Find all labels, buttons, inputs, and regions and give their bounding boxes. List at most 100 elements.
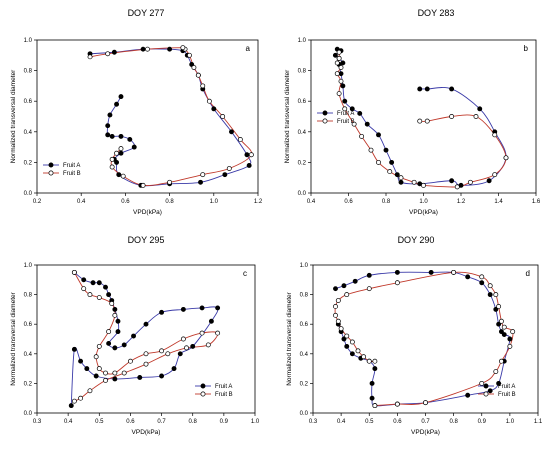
data-point-fruit-b xyxy=(103,377,108,383)
data-point-fruit-a xyxy=(105,132,111,138)
data-point-fruit-a xyxy=(340,83,346,89)
data-point-fruit-a xyxy=(417,86,423,92)
data-point-fruit-a xyxy=(121,342,127,348)
data-point-fruit-b xyxy=(205,342,211,348)
data-point-fruit-b xyxy=(96,366,102,372)
data-point-fruit-a xyxy=(140,46,146,52)
data-point-fruit-b xyxy=(112,370,118,376)
data-point-fruit-a xyxy=(115,329,121,335)
data-point-fruit-b xyxy=(184,345,189,351)
data-point-fruit-a xyxy=(244,152,250,158)
x-tick-label: 0.8 xyxy=(382,199,391,205)
data-point-fruit-a xyxy=(81,277,87,283)
chart-title: DOY 290 xyxy=(398,235,435,245)
data-point-fruit-b xyxy=(351,121,357,127)
data-point-fruit-b xyxy=(143,351,149,357)
data-point-fruit-b xyxy=(78,395,84,401)
y-axis-label: Normalized transversal diameter xyxy=(284,69,291,163)
data-point-fruit-b xyxy=(121,370,127,376)
x-tick-label: 0.9 xyxy=(478,419,487,425)
data-point-fruit-a xyxy=(222,172,228,178)
data-point-fruit-a xyxy=(111,49,117,55)
y-tick-label: 0.2 xyxy=(24,381,33,387)
data-point-fruit-a xyxy=(340,60,346,66)
x-tick-label: 1.2 xyxy=(254,199,263,205)
x-tick-label: 1.0 xyxy=(506,419,515,425)
data-point-fruit-a xyxy=(177,351,183,357)
data-point-fruit-b xyxy=(355,348,361,354)
data-point-fruit-b xyxy=(140,182,146,188)
data-point-fruit-b xyxy=(109,156,115,162)
x-tick-label: 0.6 xyxy=(393,419,402,425)
series-line-fruit-a xyxy=(90,48,252,187)
x-axis-label: VPD(kPa) xyxy=(133,209,162,216)
data-point-fruit-b xyxy=(372,403,378,409)
x-tick-label: 1.2 xyxy=(457,199,466,205)
data-point-fruit-b xyxy=(451,269,457,275)
data-point-fruit-a xyxy=(357,110,363,116)
panel-letter: c xyxy=(243,269,247,278)
data-point-fruit-b xyxy=(118,146,124,152)
data-point-fruit-b xyxy=(127,358,133,364)
data-point-fruit-a xyxy=(112,376,118,382)
x-tick-label: 0.3 xyxy=(309,419,318,425)
data-point-fruit-b xyxy=(510,329,516,335)
data-point-fruit-a xyxy=(479,280,485,286)
x-tick-label: 1.6 xyxy=(532,199,541,205)
data-point-fruit-a xyxy=(105,123,111,129)
data-point-fruit-a xyxy=(341,283,347,289)
data-point-fruit-b xyxy=(167,179,173,185)
y-tick-label: 0.8 xyxy=(24,293,33,299)
series-line-fruit-b xyxy=(89,47,253,187)
y-tick-label: 0.8 xyxy=(300,293,309,299)
y-tick-label: 0.4 xyxy=(298,130,307,136)
data-point-fruit-a xyxy=(112,306,118,312)
data-point-fruit-a xyxy=(96,280,102,286)
data-point-fruit-b xyxy=(394,401,400,407)
data-point-fruit-b xyxy=(215,330,221,336)
data-point-fruit-a xyxy=(115,318,121,324)
x-axis-label: VPD(kPa) xyxy=(409,209,438,216)
legend-label: Fruit A xyxy=(498,384,515,390)
legend-label: Fruit B xyxy=(63,171,81,177)
data-point-fruit-b xyxy=(496,303,502,309)
data-point-fruit-b xyxy=(424,118,430,124)
data-point-fruit-a xyxy=(137,375,143,380)
data-point-fruit-a xyxy=(109,133,115,139)
data-point-fruit-a xyxy=(507,336,513,342)
data-point-fruit-a xyxy=(376,132,381,138)
x-tick-label: 0.8 xyxy=(449,419,458,425)
x-tick-label: 0.2 xyxy=(33,199,42,205)
legend: Fruit A Fruit B xyxy=(317,110,355,125)
data-point-fruit-a xyxy=(78,358,84,364)
data-point-fruit-a xyxy=(332,52,338,58)
data-point-fruit-b xyxy=(335,318,341,324)
data-point-fruit-a xyxy=(246,163,252,168)
data-point-fruit-b xyxy=(336,49,342,55)
data-point-fruit-b xyxy=(498,318,504,324)
data-point-fruit-b xyxy=(71,269,77,275)
panel-letter: d xyxy=(526,269,530,278)
x-tick-label: 0.4 xyxy=(307,199,316,205)
data-point-fruit-a xyxy=(68,403,74,409)
data-point-fruit-a xyxy=(372,366,378,372)
y-tick-label: 0.4 xyxy=(24,130,33,136)
data-point-fruit-b xyxy=(344,292,350,298)
data-point-fruit-a xyxy=(366,272,372,278)
x-tick-label: 0.6 xyxy=(126,419,135,425)
legend-marker xyxy=(483,383,489,389)
y-tick-label: 0.0 xyxy=(300,411,309,417)
x-tick-label: 0.7 xyxy=(421,419,430,425)
legend: Fruit A Fruit B xyxy=(195,383,233,398)
data-point-fruit-a xyxy=(398,179,404,185)
data-point-fruit-b xyxy=(487,283,493,289)
series-line-fruit-b xyxy=(73,272,219,402)
data-point-fruit-b xyxy=(87,292,93,298)
data-point-fruit-a xyxy=(487,388,493,394)
y-tick-label: 0.6 xyxy=(24,322,33,328)
data-point-fruit-a xyxy=(487,292,493,298)
legend-label: Fruit A xyxy=(337,111,354,117)
legend-marker xyxy=(483,391,489,397)
data-point-fruit-b xyxy=(180,336,186,342)
